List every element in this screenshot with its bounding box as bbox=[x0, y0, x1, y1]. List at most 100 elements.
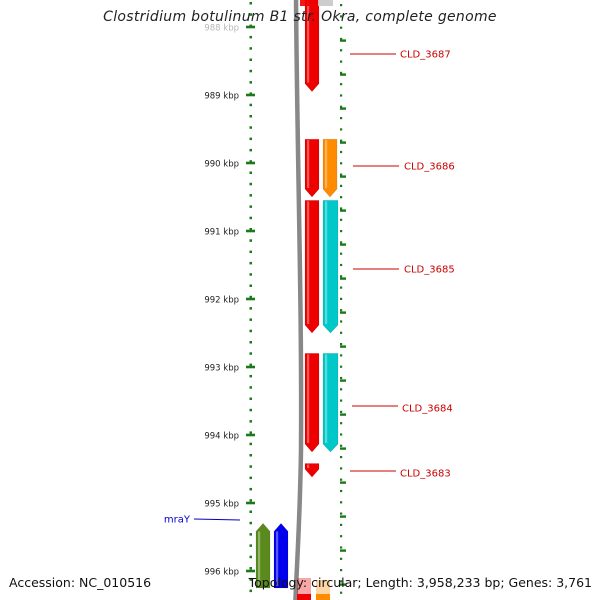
track-tick bbox=[340, 345, 346, 348]
track-dot bbox=[340, 4, 343, 7]
track-tick bbox=[340, 107, 346, 110]
track-dot bbox=[340, 117, 343, 120]
feature-label: CLD_3683 bbox=[400, 469, 451, 480]
scale-tick bbox=[246, 365, 255, 369]
track-dot bbox=[340, 489, 343, 493]
scale-dot bbox=[249, 216, 252, 220]
scale-dot bbox=[249, 295, 252, 299]
scale-dot bbox=[249, 374, 252, 378]
track-dot bbox=[340, 422, 343, 425]
track-tick bbox=[340, 481, 346, 484]
track-dot bbox=[340, 501, 343, 504]
scale-dot bbox=[249, 137, 252, 141]
track-tick bbox=[340, 379, 346, 382]
scale-tick-label: 991 kbp bbox=[204, 228, 239, 238]
track-tick bbox=[340, 311, 346, 314]
track-dot bbox=[340, 444, 343, 447]
track-dot bbox=[340, 275, 343, 278]
scale-tick bbox=[246, 569, 255, 573]
track-dot bbox=[340, 354, 343, 357]
track-dot bbox=[340, 94, 343, 97]
track-tick bbox=[340, 413, 346, 416]
track-tick bbox=[340, 141, 346, 144]
track-dot bbox=[340, 128, 343, 131]
scale-tick bbox=[246, 433, 255, 437]
scale-dot bbox=[249, 521, 252, 525]
scale-tick bbox=[246, 501, 255, 505]
feature-highlight bbox=[307, 140, 310, 188]
edge-feature-top-gray bbox=[318, 0, 333, 6]
scale-dot bbox=[249, 284, 252, 287]
scale-dot bbox=[249, 103, 252, 107]
track-dot bbox=[340, 512, 343, 515]
scale-tick bbox=[246, 297, 255, 301]
track-dot bbox=[340, 252, 343, 255]
track-dot bbox=[340, 456, 343, 459]
scale-dot bbox=[249, 555, 252, 559]
feature-arrow-mray-blue bbox=[273, 522, 289, 589]
scale-dot bbox=[249, 431, 252, 434]
track-dot bbox=[340, 241, 343, 244]
feature-highlight bbox=[325, 201, 328, 324]
track-dot bbox=[340, 37, 343, 41]
scale-dot bbox=[249, 420, 252, 423]
scale-dot bbox=[249, 465, 252, 468]
track-dot bbox=[340, 410, 343, 413]
track-tick bbox=[340, 447, 346, 450]
scale-dot bbox=[249, 487, 252, 491]
scale-dot bbox=[249, 2, 252, 5]
scale-dot bbox=[249, 81, 252, 84]
feature-arrow-cld-3687-red bbox=[304, 0, 320, 93]
track-tick bbox=[340, 73, 346, 76]
feature-arrow-cld-3685-red bbox=[304, 200, 320, 334]
scale-dot bbox=[249, 69, 252, 73]
track-tick bbox=[340, 175, 346, 178]
scale-dot bbox=[249, 205, 252, 208]
label-leader-line bbox=[193, 518, 241, 521]
scale-dot bbox=[249, 544, 252, 547]
edge-feature-bottom-red bbox=[297, 594, 311, 600]
scale-tick bbox=[246, 229, 255, 233]
scale-tick-label: 990 kbp bbox=[204, 160, 239, 170]
feature-highlight bbox=[325, 140, 328, 188]
scale-tick bbox=[246, 161, 255, 165]
scale-dot bbox=[249, 499, 252, 502]
track-dot bbox=[340, 49, 343, 52]
feature-highlight bbox=[307, 354, 310, 443]
scale-dot bbox=[249, 171, 252, 174]
scale-dot bbox=[249, 182, 252, 186]
scale-dot bbox=[249, 35, 252, 39]
track-dot bbox=[340, 376, 343, 380]
feature-highlight bbox=[325, 354, 328, 443]
track-dot bbox=[340, 26, 343, 29]
track-dot bbox=[340, 580, 343, 583]
track-dot bbox=[340, 399, 343, 402]
track-dot bbox=[340, 467, 343, 470]
scale-dot bbox=[249, 329, 252, 333]
scale-dot bbox=[249, 13, 252, 16]
scale-dot bbox=[249, 408, 252, 412]
scale-tick bbox=[246, 93, 255, 97]
scale-dot bbox=[249, 567, 252, 570]
track-dot bbox=[340, 139, 343, 142]
scale-tick-label: 992 kbp bbox=[204, 296, 239, 306]
scale-dot bbox=[249, 352, 252, 355]
edge-feature-bottom-orange bbox=[316, 594, 330, 600]
track-tick bbox=[340, 209, 346, 212]
track-dot bbox=[340, 388, 343, 391]
scale-dot bbox=[249, 589, 252, 593]
scale-tick-label: 989 kbp bbox=[204, 92, 239, 102]
genome-summary-text: Topology: circular; Length: 3,958,233 bp… bbox=[248, 575, 592, 590]
track-dot bbox=[340, 433, 343, 436]
track-dot bbox=[340, 591, 343, 594]
feature-highlight bbox=[307, 0, 310, 83]
track-dot bbox=[340, 557, 343, 560]
track-dot bbox=[340, 15, 343, 18]
scale-dot bbox=[249, 318, 252, 321]
track-dot bbox=[340, 196, 343, 199]
feature-label: mraY bbox=[164, 515, 191, 526]
track-dot bbox=[340, 320, 343, 323]
scale-dot bbox=[249, 397, 252, 400]
